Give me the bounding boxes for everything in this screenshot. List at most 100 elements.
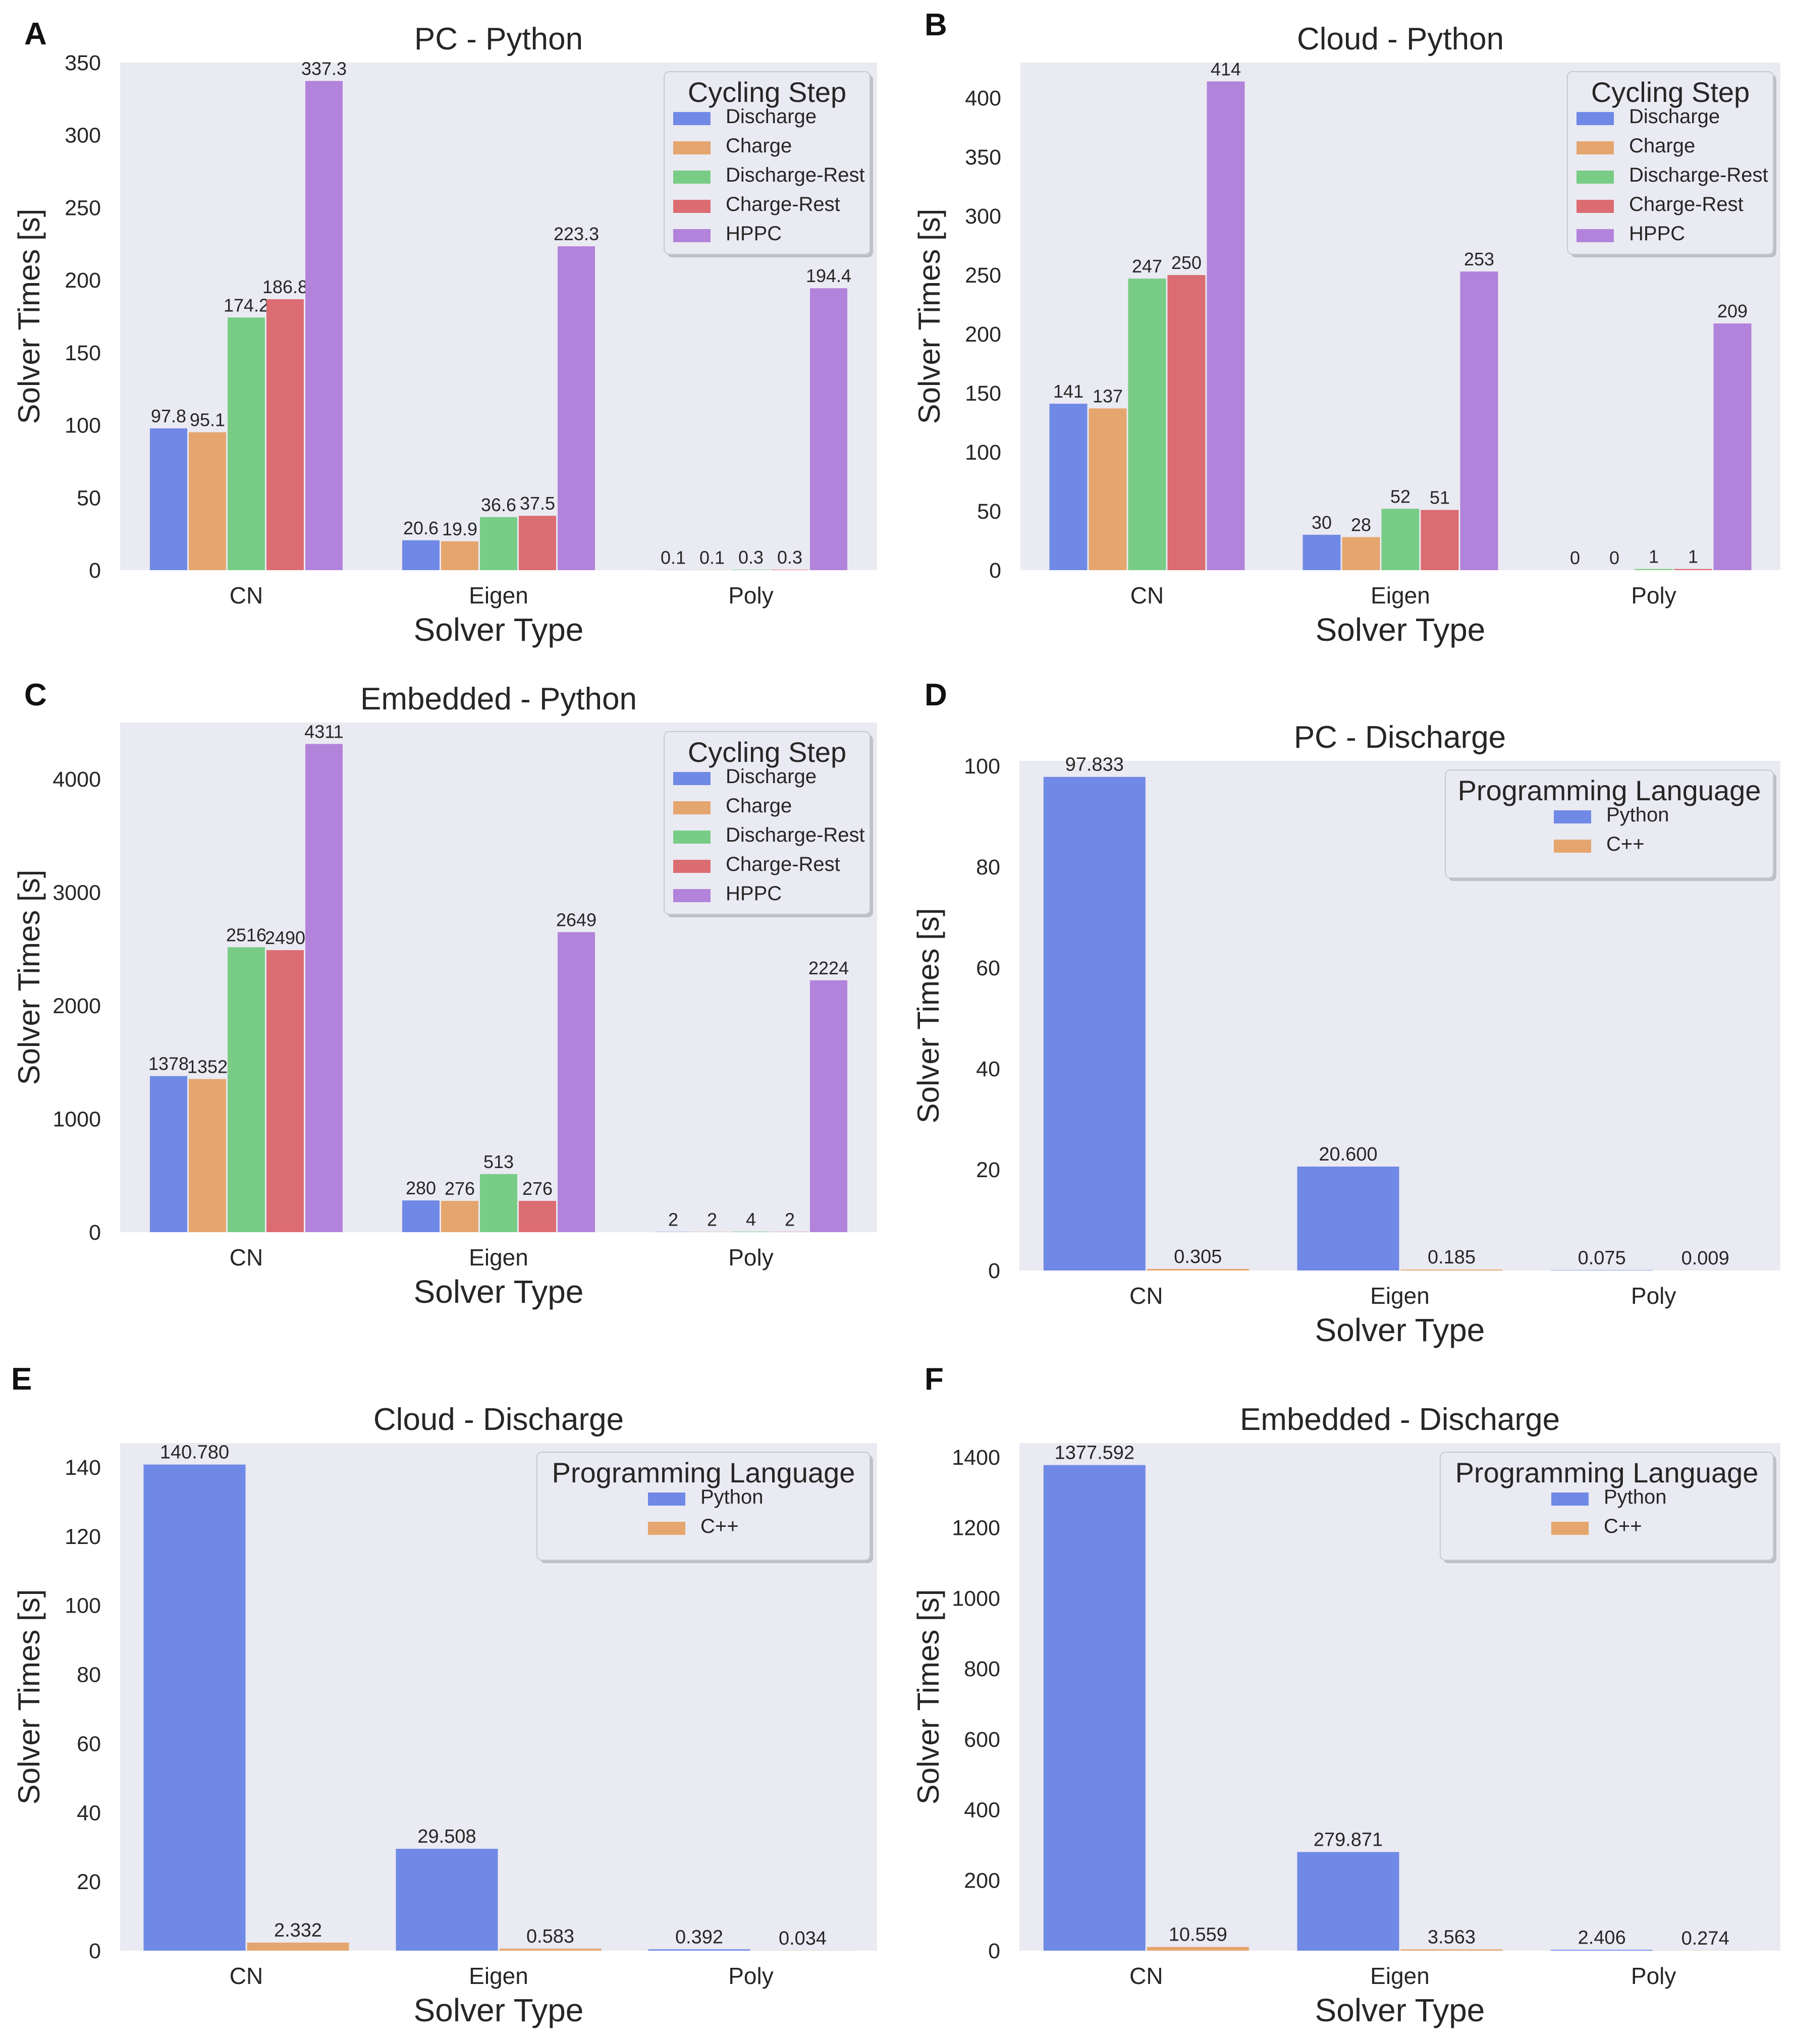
panel-a-ytick-label: 100	[65, 414, 101, 438]
panel-c-data-label: 2516	[226, 924, 266, 945]
panel-c-data-label: 1378	[148, 1054, 189, 1074]
panel-c-bar-charge-rest-cn	[266, 950, 304, 1232]
panel-f-data-label: 10.559	[1169, 1924, 1227, 1946]
panel-b-ytick-label: 300	[965, 204, 1001, 229]
panel-d-data-label: 20.600	[1319, 1144, 1377, 1165]
panel-f-legend-entry-c: C++	[1604, 1515, 1642, 1537]
panel-f-data-label: 2.406	[1578, 1927, 1626, 1948]
panel-a-data-label: 19.9	[442, 519, 477, 539]
panel-c-legend-entry-charge-rest: Charge-Rest	[726, 853, 840, 875]
panel-b-bar-charge-eigen	[1342, 537, 1380, 570]
panel-d-bar-python-cn	[1043, 777, 1146, 1270]
panel-b-data-label: 253	[1464, 249, 1494, 269]
panel-b-data-label: 51	[1430, 487, 1450, 508]
panel-a-bar-charge-rest-cn	[266, 299, 304, 570]
panel-d-bar-python-eigen	[1297, 1167, 1399, 1270]
panel-a-bar-discharge-cn	[150, 428, 187, 570]
panel-d-legend-swatch-c	[1554, 840, 1591, 853]
panel-b-data-label: 52	[1390, 486, 1410, 507]
panel-a-legend-entry-charge: Charge	[726, 135, 792, 157]
panel-e-ylabel: Solver Times [s]	[12, 1589, 46, 1805]
panel-b-legend-swatch-discharge-rest	[1577, 171, 1614, 184]
panel-b-xtick-poly: Poly	[1631, 582, 1676, 609]
panel-c-data-label: 4311	[304, 721, 343, 742]
panel-f-title: Embedded - Discharge	[1240, 1402, 1560, 1437]
panel-a-xlabel: Solver Type	[414, 612, 584, 648]
panel-a-bar-hppc-poly	[810, 288, 847, 570]
panel-c-legend-box	[664, 731, 871, 915]
panel-c-legend-swatch-discharge-rest	[673, 831, 711, 844]
panel-a-data-label: 337.3	[301, 59, 347, 79]
panel-e-letter: E	[11, 1362, 32, 1397]
panel-a-bar-charge-rest-eigen	[519, 516, 556, 570]
panel-b-legend-box	[1567, 71, 1774, 255]
panel-a-legend-entry-discharge-rest: Discharge-Rest	[726, 164, 865, 186]
panel-b-legend-entry-charge-rest: Charge-Rest	[1629, 193, 1744, 215]
panel-a-title: PC - Python	[414, 22, 583, 57]
panel-e-bar-python-cn	[143, 1464, 246, 1951]
panel-d-data-label: 0.185	[1428, 1247, 1476, 1268]
panel-a-bar-discharge-rest-cn	[228, 317, 265, 570]
panel-d-xtick-eigen: Eigen	[1370, 1283, 1430, 1309]
panel-b-data-label: 0	[1570, 547, 1580, 568]
panel-a-legend-swatch-discharge	[673, 112, 711, 125]
panel-f-ytick-label: 1000	[952, 1586, 1000, 1611]
panel-a-xtick-poly: Poly	[728, 582, 773, 609]
panel-a-legend-box	[664, 71, 871, 255]
panel-e-xtick-poly: Poly	[728, 1963, 773, 1989]
panel-a-bar-discharge-eigen	[402, 540, 440, 570]
panel-e: E Cloud - Discharge 0 20 40 60 80 100 120 140 Solv…	[11, 1362, 877, 2028]
panel-f-ytick-label: 200	[964, 1868, 1000, 1893]
panel-a-data-label: 37.5	[520, 493, 555, 514]
panel-b-data-label: 28	[1351, 514, 1371, 535]
panel-f-data-label: 279.871	[1314, 1829, 1383, 1850]
panel-c-title: Embedded - Python	[360, 682, 637, 716]
panel-f-ytick-label: 0	[988, 1939, 1000, 1963]
panel-c-bar-discharge-rest-cn	[228, 947, 265, 1232]
panel-e-data-label: 0.583	[526, 1926, 574, 1947]
panel-f-xtick-cn: CN	[1129, 1963, 1163, 1989]
panel-e-legend-entry-c: C++	[700, 1515, 739, 1537]
panel-b-bar-discharge-eigen	[1302, 534, 1341, 570]
panel-c-legend-entry-discharge: Discharge	[726, 765, 817, 788]
panel-c-bar-discharge-rest-eigen	[480, 1174, 517, 1232]
panel-b-bar-charge-cn	[1089, 408, 1127, 570]
panel-a-legend-entry-discharge: Discharge	[726, 105, 817, 128]
panel-c-legend-title: Cycling Step	[688, 736, 846, 768]
panel-b-legend-entry-discharge-rest: Discharge-Rest	[1629, 164, 1768, 186]
panel-f-ytick-label: 1200	[952, 1516, 1000, 1540]
panel-e-legend-swatch-c	[648, 1522, 685, 1535]
panel-c-xlabel: Solver Type	[414, 1274, 584, 1310]
panel-a-data-label: 97.8	[151, 406, 186, 426]
panel-a-data-label: 36.6	[481, 494, 516, 515]
panel-c-bar-hppc-cn	[305, 744, 343, 1232]
panel-c-data-label: 276	[445, 1178, 475, 1199]
panel-a-data-label: 95.1	[190, 410, 225, 430]
panel-a-letter: A	[24, 17, 47, 51]
panel-e-xtick-eigen: Eigen	[469, 1963, 528, 1989]
panel-e-legend-title: Programming Language	[552, 1457, 855, 1488]
panel-a-data-label: 0.3	[738, 547, 764, 568]
panel-f-ytick-label: 600	[964, 1728, 1000, 1752]
panel-c-ytick-label: 0	[89, 1221, 101, 1245]
panel-c-bar-discharge-cn	[150, 1076, 187, 1232]
panel-b-legend-entry-charge: Charge	[1629, 135, 1695, 157]
panel-e-data-label: 2.332	[274, 1920, 322, 1941]
panel-c-data-label: 2	[785, 1209, 795, 1230]
panel-b-bar-discharge-rest-cn	[1128, 279, 1166, 570]
panel-a-ytick-label: 350	[65, 51, 101, 75]
panel-b-bar-hppc-cn	[1207, 81, 1245, 570]
panel-c-legend-swatch-charge-rest	[673, 860, 711, 873]
panel-a-data-label: 0.1	[661, 547, 686, 568]
panel-e-ytick-label: 0	[89, 1939, 101, 1963]
panel-b-legend-swatch-charge	[1577, 141, 1614, 154]
panel-e-bar-c-eigen	[499, 1949, 602, 1951]
panel-c-data-label: 280	[406, 1178, 436, 1198]
panel-e-ytick-label: 140	[65, 1456, 101, 1480]
panel-e-bar-python-eigen	[396, 1849, 498, 1951]
panel-e-ytick-label: 20	[77, 1870, 101, 1894]
